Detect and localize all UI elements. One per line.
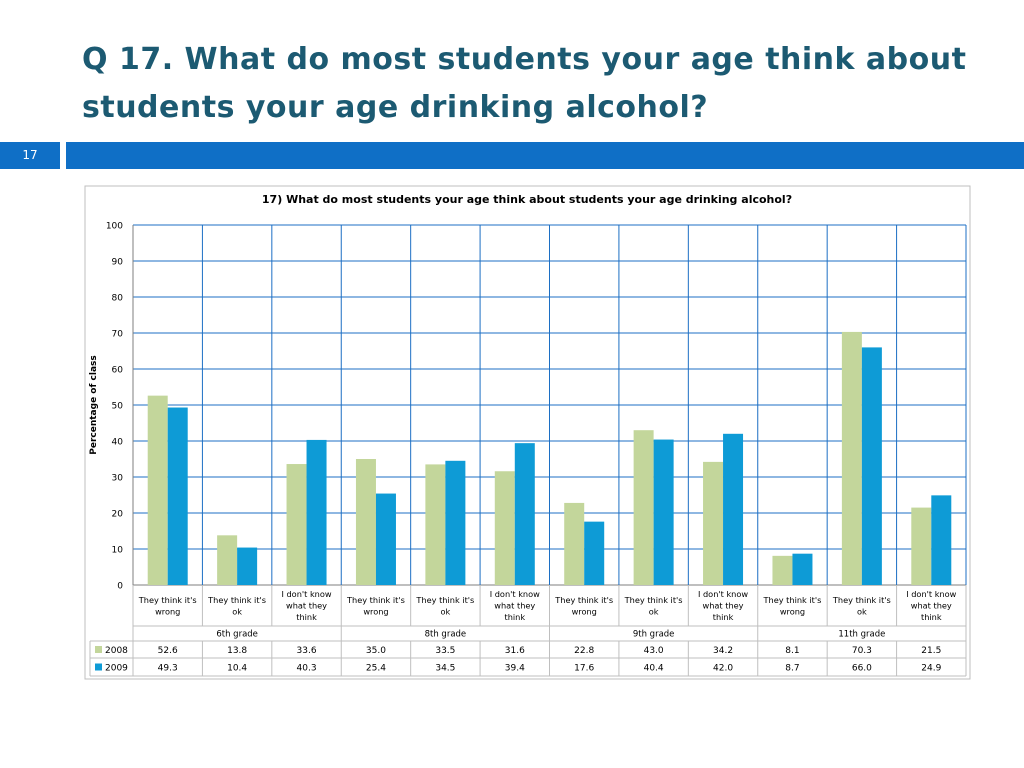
x-category-label: They think it's wrong [138,595,197,617]
data-label-2008: 22.8 [574,646,594,656]
header-band [66,142,1024,169]
bar-2008 [147,395,168,585]
chart-area-border [84,185,971,680]
x-category-label: I don't know what they think [906,589,956,622]
bar-2008 [425,464,446,585]
bar-2009 [167,407,188,585]
bar-2008 [633,430,654,585]
data-label-2008: 33.5 [435,646,455,656]
group-label: 9th grade [633,630,675,640]
chart-title: 17) What do most students your age think… [262,193,792,206]
data-label-2008: 52.6 [158,646,178,656]
x-category-label: I don't know what they think [490,589,540,622]
data-label-2008: 70.3 [852,646,872,656]
bar-2008 [355,459,376,585]
group-label: 11th grade [838,630,885,640]
x-category-label: They think it's ok [624,595,683,617]
data-label-2009: 24.9 [921,664,941,674]
data-label-2008: 35.0 [366,646,386,656]
y-tick-label: 80 [112,294,124,304]
bar-2009 [375,493,396,585]
y-axis-label: Percentage of class [89,355,99,454]
bar-2009 [514,443,535,585]
y-tick-label: 50 [112,402,124,412]
data-label-2009: 40.4 [644,664,664,674]
data-label-2009: 25.4 [366,664,386,674]
data-label-2009: 39.4 [505,664,525,674]
y-tick-label: 30 [112,474,124,484]
x-category-label: They think it's wrong [346,595,405,617]
slide-title: Q 17. What do most students your age thi… [82,42,967,125]
data-label-2009: 17.6 [574,664,594,674]
bar-2009 [306,439,327,585]
data-label-2009: 49.3 [158,664,178,674]
y-tick-label: 100 [106,222,123,232]
x-category-label: They think it's ok [415,595,474,617]
bar-2008 [217,535,238,585]
group-label: 6th grade [216,630,258,640]
data-label-2009: 66.0 [852,664,872,674]
data-label-2008: 31.6 [505,646,525,656]
y-tick-label: 60 [112,366,124,376]
bar-2009 [653,439,674,585]
bar-2008 [841,331,862,585]
bar-2009 [584,521,605,585]
bar-2009 [931,495,952,585]
legend-label: 2009 [105,664,128,674]
bar-2009 [723,433,744,585]
x-category-label: They think it's wrong [763,595,822,617]
bar-2009 [445,460,466,585]
x-category-label: I don't know what they think [698,589,748,622]
bar-2008 [911,507,932,585]
y-tick-label: 90 [112,258,124,268]
data-label-2009: 8.7 [785,664,799,674]
bar-2008 [772,555,793,585]
y-tick-label: 0 [117,582,123,592]
x-category-label: They think it's ok [832,595,891,617]
y-tick-label: 10 [112,546,124,556]
x-category-label: They think it's wrong [554,595,613,617]
slide-number: 17 [0,142,60,169]
data-label-2008: 33.6 [297,646,317,656]
data-table: They think it's wrong They think it's ok I d… [89,585,967,677]
legend-key-2009 [95,663,102,671]
x-category-label: I don't know what they think [281,589,331,622]
data-label-2008: 21.5 [921,646,941,656]
y-tick-label: 40 [112,438,124,448]
bars [147,331,952,585]
data-label-2009: 40.3 [297,664,317,674]
y-tick-label: 20 [112,510,124,520]
group-label: 8th grade [425,630,467,640]
gridlines: 0 10 20 30 40 50 60 70 80 90 100 [106,222,967,592]
data-label-2009: 10.4 [227,664,247,674]
x-category-label: They think it's ok [207,595,266,617]
bar-2008 [494,471,515,585]
bar-2009 [792,553,813,585]
data-label-2008: 34.2 [713,646,733,656]
y-tick-label: 70 [112,330,124,340]
bar-2009 [237,547,258,585]
bar-2008 [564,502,585,585]
legend-key-2008 [95,646,102,653]
bar-2009 [861,347,882,585]
data-label-2009: 42.0 [713,664,733,674]
data-label-2008: 8.1 [785,646,799,656]
legend-label: 2008 [105,646,128,656]
bar-2008 [703,461,724,585]
bar-2008 [286,464,307,585]
data-label-2009: 34.5 [435,664,455,674]
data-label-2008: 43.0 [644,646,664,656]
data-label-2008: 13.8 [227,646,247,656]
